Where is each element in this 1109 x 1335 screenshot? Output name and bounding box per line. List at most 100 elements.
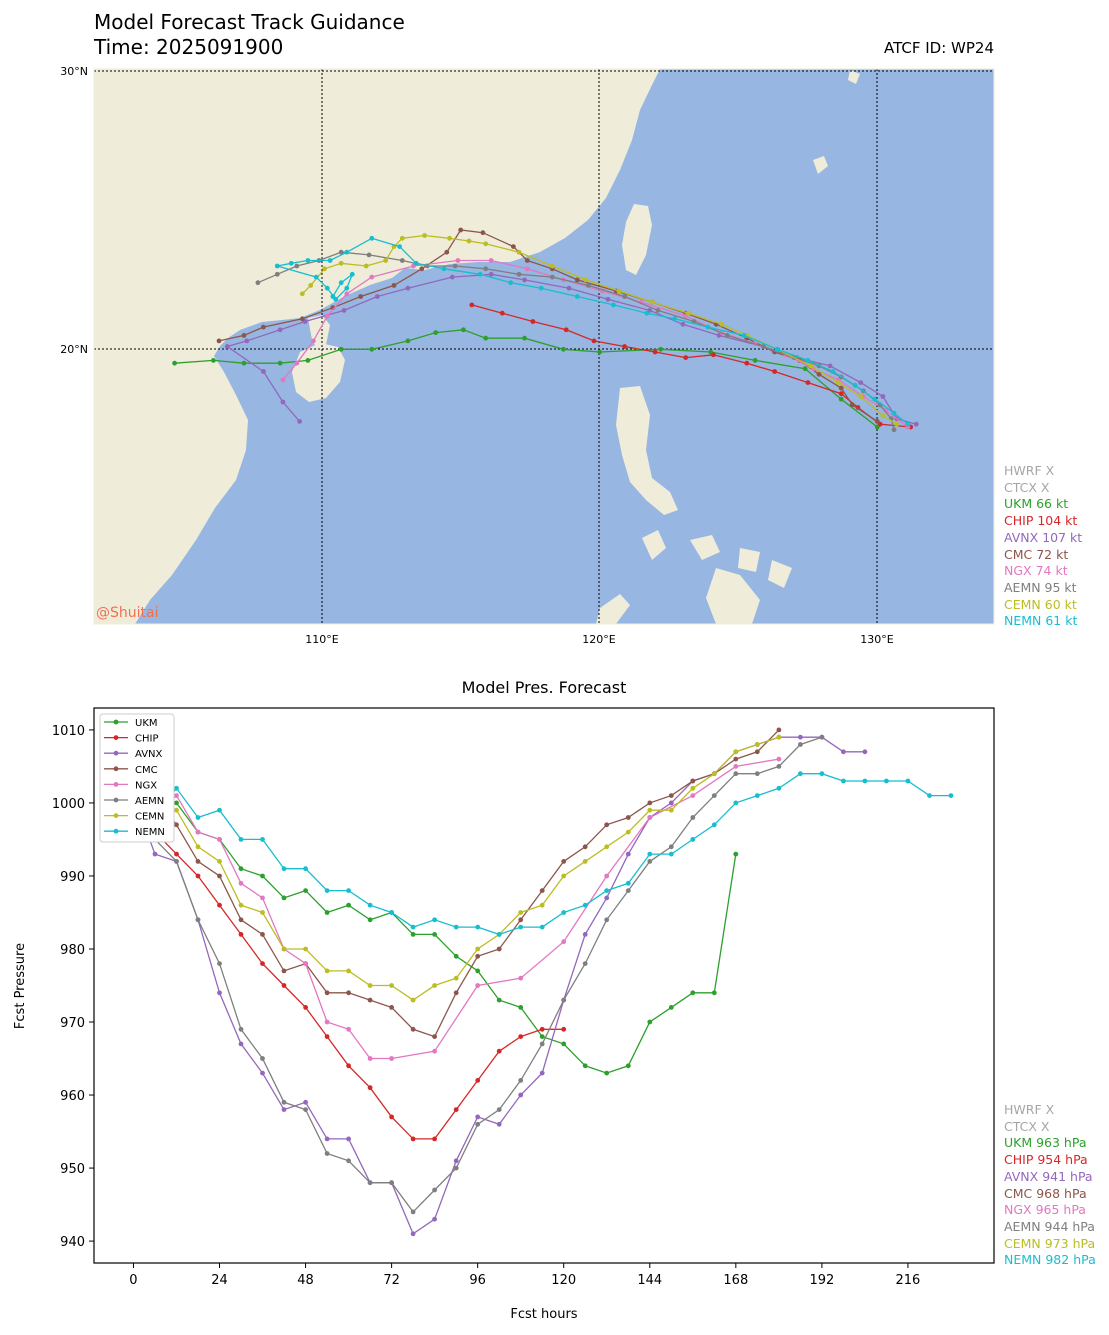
data-point: [561, 997, 567, 1003]
y-tick-label: 950: [60, 1162, 85, 1177]
data-point: [174, 859, 179, 864]
track-point: [724, 333, 730, 338]
data-point: [238, 917, 244, 923]
x-tick-label: 216: [896, 1273, 921, 1288]
track-point: [280, 377, 286, 383]
data-point: [496, 932, 502, 937]
data-point: [389, 1005, 394, 1010]
track-point: [705, 324, 711, 330]
data-point: [131, 793, 136, 798]
track-point: [297, 419, 302, 424]
data-point: [518, 1005, 524, 1010]
track-point: [741, 333, 747, 338]
data-point: [690, 778, 696, 784]
track-point: [830, 369, 836, 374]
data-point: [647, 800, 653, 806]
data-point: [195, 917, 201, 923]
data-point: [668, 793, 674, 798]
data-point: [690, 990, 696, 996]
map-frame: [93, 68, 995, 625]
data-point: [453, 924, 459, 930]
data-point: [217, 873, 222, 879]
track-point: [652, 349, 658, 355]
x-tick-label: 48: [297, 1273, 314, 1288]
track-point: [522, 335, 527, 341]
data-point: [518, 924, 524, 930]
track-point: [458, 227, 464, 233]
track-point: [752, 358, 758, 363]
track-point: [455, 258, 461, 263]
track-point: [422, 233, 427, 238]
data-point: [496, 946, 502, 952]
track-point: [308, 283, 314, 288]
data-point: [539, 902, 545, 908]
data-point: [733, 851, 739, 857]
y-tick-label: 990: [60, 870, 85, 885]
track-line-nemn: [277, 237, 909, 425]
data-point: [841, 778, 846, 784]
data-point: [174, 822, 179, 828]
legend-marker: [113, 813, 119, 818]
x-tick-label: 144: [637, 1273, 662, 1288]
data-point: [217, 837, 222, 842]
data-point: [174, 859, 179, 864]
data-point: [389, 1114, 394, 1120]
track-point: [469, 302, 475, 308]
track-point: [338, 346, 344, 352]
track-point: [399, 258, 405, 263]
data-point: [733, 749, 739, 755]
data-point: [819, 771, 825, 777]
data-point: [174, 807, 179, 813]
series-line-ukm: [175, 802, 737, 1074]
data-point: [561, 1026, 567, 1032]
data-point: [582, 859, 588, 864]
track-point: [538, 285, 544, 291]
track-point: [483, 241, 489, 247]
map-gridlines: [94, 69, 994, 624]
data-point: [174, 793, 179, 798]
data-point: [238, 880, 244, 886]
data-point: [281, 1099, 287, 1105]
data-point: [389, 1180, 394, 1186]
lon-label-120e: 120°E: [582, 633, 615, 646]
lat-label-30n: 30°N: [60, 65, 88, 78]
track-point: [880, 394, 886, 399]
data-point: [367, 1056, 373, 1061]
data-point: [668, 807, 674, 813]
data-point: [819, 734, 825, 740]
legend-entry: CHIP 954 hPa: [1004, 1152, 1088, 1168]
data-point: [367, 1180, 373, 1186]
data-point: [195, 844, 201, 850]
data-point: [367, 983, 373, 988]
x-axis-label: Fcst hours: [510, 1307, 577, 1322]
data-point: [819, 734, 825, 740]
y-tick-label: 960: [60, 1089, 85, 1104]
y-tick-label: 970: [60, 1016, 85, 1031]
track-point: [369, 346, 375, 352]
track-ngx: [280, 258, 911, 430]
track-point: [816, 371, 822, 377]
data-point: [475, 946, 481, 952]
data-point: [410, 997, 416, 1003]
data-point: [496, 997, 502, 1003]
data-point: [561, 939, 567, 945]
legend-entry: CMC 968 hPa: [1004, 1185, 1087, 1201]
track-point: [561, 346, 566, 352]
track-point: [344, 249, 350, 255]
track-point: [883, 407, 889, 413]
track-point: [274, 271, 280, 277]
data-point: [410, 924, 416, 930]
track-point: [294, 263, 300, 269]
track-point: [802, 366, 808, 372]
data-point: [217, 961, 222, 966]
data-point: [432, 1048, 437, 1054]
track-point: [461, 327, 466, 333]
track-point: [277, 360, 283, 366]
data-point: [475, 983, 481, 988]
track-point: [397, 244, 402, 250]
series-line-avnx: [132, 736, 865, 1235]
data-point: [776, 764, 782, 769]
data-point: [862, 749, 868, 755]
series-cemn: [131, 734, 782, 1003]
y-tick-label: 980: [60, 943, 85, 958]
